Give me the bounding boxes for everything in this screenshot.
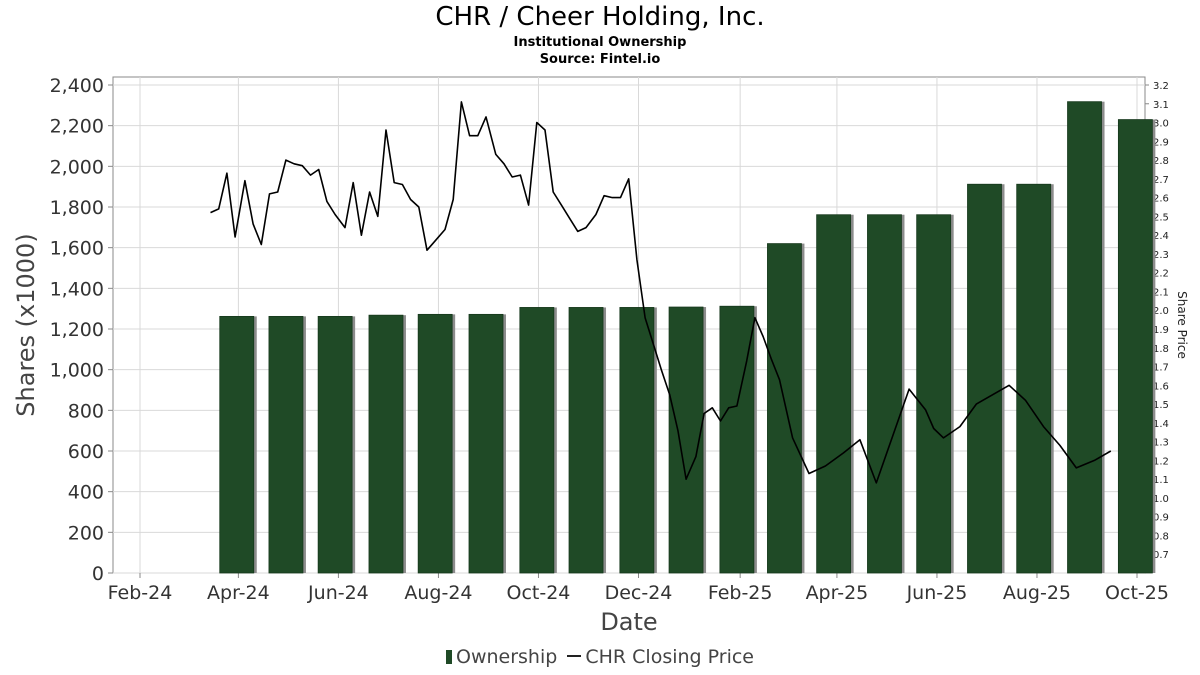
x-tick-label: Aug-24 — [404, 582, 472, 604]
y2-tick-label: 1.8 — [1153, 344, 1169, 355]
y-tick-label: 600 — [68, 441, 104, 463]
legend-item-ownership: Ownership — [445, 646, 558, 668]
y2-tick-label: 1.3 — [1153, 438, 1169, 449]
legend-swatch-ownership — [445, 650, 452, 664]
y-tick-label: 200 — [68, 522, 104, 544]
y2-tick-label: 1.5 — [1153, 400, 1169, 411]
legend: Ownership CHR Closing Price — [0, 646, 1200, 668]
legend-label-price: CHR Closing Price — [585, 646, 754, 668]
y2-tick-label: 2.6 — [1153, 194, 1169, 205]
chart-subtitle: Institutional Ownership — [513, 35, 687, 50]
x-tick-label: Feb-24 — [108, 582, 173, 604]
y2-tick-label: 1.4 — [1153, 419, 1169, 430]
y2-tick-label: 3.2 — [1153, 81, 1169, 92]
y-tick-label: 1,000 — [50, 360, 104, 382]
ownership-bar — [519, 307, 555, 574]
ownership-bar — [1016, 183, 1052, 574]
ownership-bar — [668, 306, 704, 574]
y2-axis-label: Share Price — [1175, 291, 1189, 359]
y-tick-label: 800 — [68, 400, 104, 422]
chart-title: CHR / Cheer Holding, Inc. — [435, 2, 765, 32]
x-tick-label: Aug-25 — [1003, 582, 1071, 604]
y2-tick-label: 1.1 — [1153, 475, 1169, 486]
y-tick-label: 0 — [92, 563, 104, 585]
y2-tick-label: 3.0 — [1153, 119, 1169, 130]
ownership-bar — [1117, 119, 1153, 574]
y2-tick-label: 2.9 — [1153, 137, 1169, 148]
ownership-bar — [219, 315, 255, 574]
x-tick-label: Jun-24 — [307, 582, 369, 604]
y-tick-label: 2,200 — [50, 116, 104, 138]
y2-tick-label: 1.7 — [1153, 363, 1169, 374]
ownership-bar — [1067, 101, 1102, 574]
y2-tick-label: 2.4 — [1153, 231, 1169, 242]
x-tick-label: Apr-25 — [806, 582, 869, 604]
x-tick-label: Jun-25 — [906, 582, 968, 604]
y2-tick-label: 3.1 — [1153, 100, 1169, 111]
ownership-bar — [317, 315, 353, 574]
y2-tick-label: 1.9 — [1153, 325, 1169, 336]
ownership-bar — [568, 307, 604, 574]
x-tick-label: Dec-24 — [605, 582, 673, 604]
x-tick-label: Oct-25 — [1105, 582, 1169, 604]
ownership-bar — [619, 307, 655, 574]
y2-tick-label: 1.0 — [1153, 494, 1169, 505]
y-tick-label: 1,600 — [50, 238, 104, 260]
y2-tick-label: 0.9 — [1153, 513, 1169, 524]
y-axis-label: Shares (x1000) — [12, 233, 40, 416]
y2-tick-label: 2.3 — [1153, 250, 1169, 261]
ownership-bar — [268, 315, 304, 574]
x-tick-label: Oct-24 — [507, 582, 571, 604]
price-line — [210, 101, 1112, 484]
y2-tick-label: 2.7 — [1153, 175, 1169, 186]
y-tick-label: 2,400 — [50, 75, 104, 97]
y-tick-label: 2,000 — [50, 156, 104, 178]
chart-source: Source: Fintel.io — [539, 52, 661, 67]
legend-item-price: CHR Closing Price — [567, 646, 754, 668]
ownership-bar — [816, 214, 852, 574]
y2-tick-label: 2.8 — [1153, 156, 1169, 167]
y2-tick-label: 2.5 — [1153, 212, 1169, 223]
y2-tick-label: 2.0 — [1153, 306, 1169, 317]
ownership-bar — [417, 313, 453, 574]
x-tick-label: Feb-25 — [708, 582, 773, 604]
ownership-bar — [867, 214, 902, 574]
legend-label-ownership: Ownership — [455, 646, 558, 668]
y2-tick-label: 1.6 — [1153, 381, 1169, 392]
y-tick-label: 1,200 — [50, 319, 104, 341]
y-tick-label: 400 — [68, 482, 104, 504]
y2-tick-label: 1.2 — [1153, 456, 1169, 467]
ownership-bar — [468, 313, 504, 574]
y-tick-label: 1,400 — [50, 278, 104, 300]
ownership-bar — [916, 214, 952, 574]
legend-swatch-price — [567, 655, 582, 657]
y2-tick-label: 2.1 — [1153, 287, 1169, 298]
ownership-bar — [767, 243, 802, 574]
y2-tick-label: 0.8 — [1153, 531, 1169, 542]
y2-tick-label: 0.7 — [1153, 550, 1169, 561]
x-axis-label: Date — [600, 608, 657, 636]
y2-tick-label: 2.2 — [1153, 269, 1169, 280]
y-tick-label: 1,800 — [50, 197, 104, 219]
ownership-bar — [368, 314, 404, 574]
x-tick-label: Apr-24 — [207, 582, 270, 604]
ownership-bar — [967, 183, 1002, 574]
